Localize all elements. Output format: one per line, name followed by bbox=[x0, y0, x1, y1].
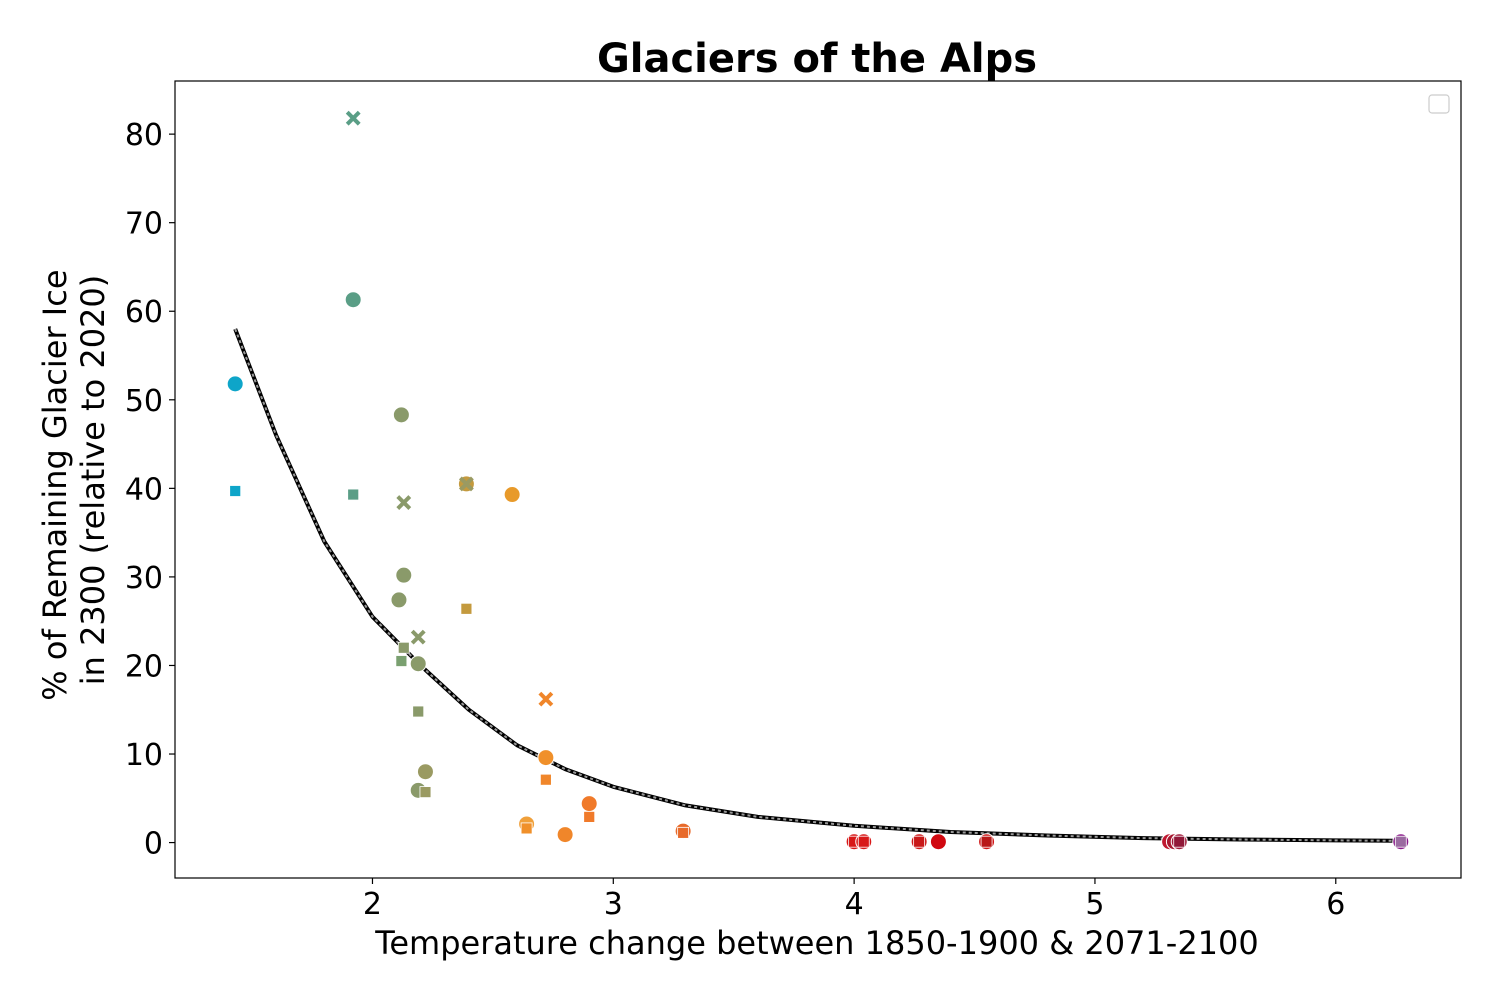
x-tick-label: 6 bbox=[1326, 887, 1345, 922]
data-point-square bbox=[395, 655, 408, 667]
x-tick-label: 3 bbox=[604, 887, 623, 922]
x-tick-label: 4 bbox=[845, 887, 864, 922]
y-tick-label: 0 bbox=[144, 827, 163, 862]
y-tick-label: 20 bbox=[125, 649, 163, 684]
data-point-x bbox=[538, 691, 554, 707]
y-axis-label-line-2: in 2300 (relative to 2020) bbox=[74, 275, 112, 686]
y-tick-label: 80 bbox=[125, 118, 163, 153]
data-point-square bbox=[1173, 835, 1186, 848]
fit-curve-line bbox=[233, 328, 1401, 843]
data-point-square bbox=[397, 641, 410, 654]
chart-title: Glaciers of the Alps bbox=[597, 36, 1037, 82]
data-point-square bbox=[520, 822, 533, 835]
data-point-circle bbox=[226, 375, 244, 393]
data-point-circle bbox=[409, 655, 427, 673]
y-axis: 0 10 20 30 40 50 60 70 80 bbox=[125, 118, 175, 862]
data-points bbox=[226, 110, 1410, 851]
x-tick-label: 5 bbox=[1085, 887, 1104, 922]
data-point-circle bbox=[503, 486, 521, 504]
fit-curve bbox=[233, 328, 1401, 843]
data-point-circle bbox=[929, 833, 947, 851]
y-tick-label: 50 bbox=[125, 384, 163, 419]
data-point-x bbox=[345, 110, 361, 126]
fit-curve-dash bbox=[234, 328, 1401, 842]
data-point-circle bbox=[556, 826, 574, 844]
data-point-square bbox=[539, 773, 552, 786]
data-point-square bbox=[347, 488, 360, 501]
data-point-circle bbox=[537, 749, 555, 767]
data-point-square bbox=[1394, 835, 1407, 848]
x-axis: 2 3 4 5 6 bbox=[363, 878, 1345, 922]
data-point-circle bbox=[580, 795, 598, 813]
data-point-square bbox=[583, 810, 596, 823]
y-tick-label: 70 bbox=[125, 207, 163, 242]
data-point-square bbox=[412, 705, 425, 718]
data-point-x bbox=[458, 476, 474, 492]
plot-area bbox=[174, 80, 1462, 879]
data-point-square bbox=[229, 485, 242, 497]
x-tick-label: 2 bbox=[363, 887, 382, 922]
data-point-x bbox=[410, 629, 426, 645]
data-point-circle bbox=[392, 406, 410, 424]
y-tick-label: 30 bbox=[125, 561, 163, 596]
data-point-square bbox=[913, 835, 926, 848]
y-tick-label: 40 bbox=[125, 472, 163, 507]
y-tick-label: 60 bbox=[125, 295, 163, 330]
data-point-square bbox=[460, 602, 473, 615]
data-point-square bbox=[857, 835, 870, 848]
data-point-square bbox=[980, 835, 993, 848]
data-point-circle bbox=[395, 566, 413, 584]
data-point-circle bbox=[390, 591, 408, 609]
y-tick-label: 10 bbox=[125, 738, 163, 773]
legend-box[interactable] bbox=[1428, 94, 1450, 114]
data-point-circle bbox=[344, 291, 362, 309]
data-point-square bbox=[419, 786, 432, 799]
y-axis-label: % of Remaining Glacier Ice in 2300 (rela… bbox=[36, 259, 112, 700]
data-point-square bbox=[677, 826, 690, 839]
y-axis-label-line-1: % of Remaining Glacier Ice bbox=[36, 269, 74, 700]
data-point-circle bbox=[416, 763, 434, 781]
data-point-x bbox=[396, 495, 412, 510]
x-axis-label: Temperature change between 1850-1900 & 2… bbox=[374, 924, 1259, 962]
